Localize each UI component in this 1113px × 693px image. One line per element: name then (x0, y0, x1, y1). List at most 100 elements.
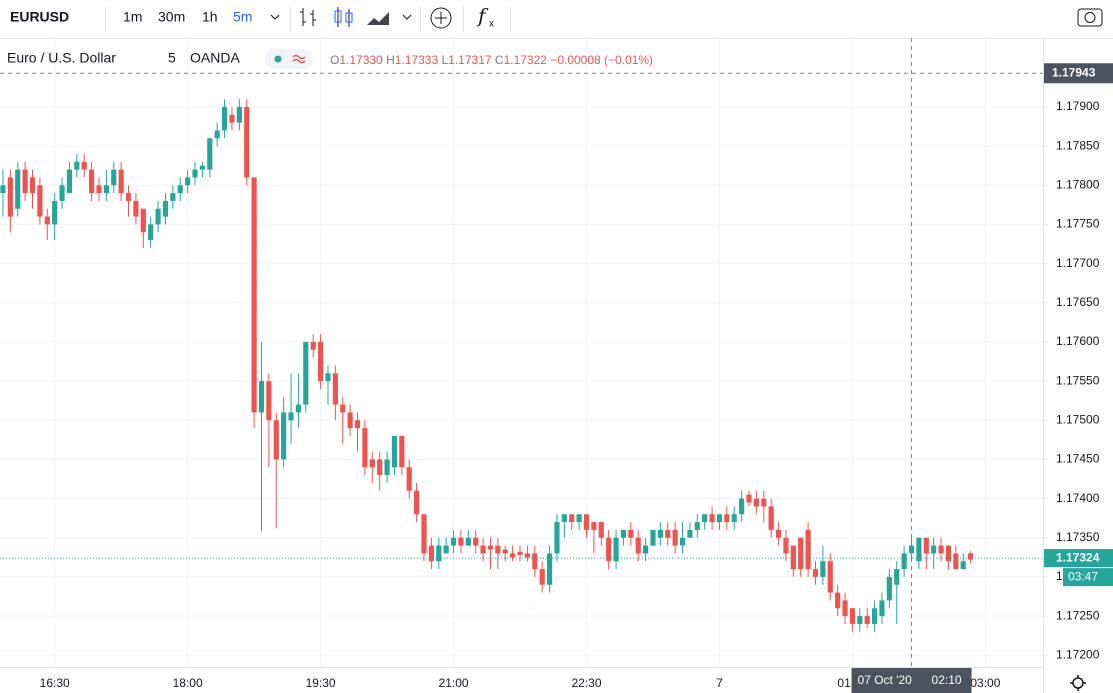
interval[interactable]: 30m (158, 9, 185, 25)
ohlc-key: O (330, 53, 339, 67)
candle-body (790, 545, 796, 570)
symbol[interactable]: EURUSD (10, 9, 69, 25)
market-status[interactable] (274, 55, 282, 63)
y-tick-label: 1.17700 (1056, 256, 1100, 270)
candle-body (805, 529, 811, 570)
candle-body (177, 185, 183, 194)
candle-body (931, 545, 937, 554)
candle-body (66, 169, 73, 194)
candle-body (295, 404, 302, 413)
candle-body (657, 529, 663, 538)
candle-body (74, 161, 80, 170)
candle-body (709, 514, 715, 523)
crosshair-price-label: 1.17943 (1052, 65, 1096, 79)
candle-body (377, 459, 383, 476)
candle-body (908, 545, 915, 554)
settings-button[interactable] (1070, 675, 1086, 691)
candle-body (81, 161, 87, 170)
crosshair-time: 02:10 (932, 673, 962, 687)
area-icon[interactable] (367, 12, 389, 25)
candle-body (532, 553, 538, 570)
y-tick-label: 1.17750 (1056, 217, 1100, 231)
candle-body (606, 537, 612, 562)
candle-body (244, 106, 250, 178)
status-pill[interactable] (265, 49, 313, 69)
candle-body (879, 600, 885, 617)
candle-body (52, 200, 58, 225)
x-tick-label: 22:30 (571, 676, 601, 690)
candle-body (857, 616, 863, 624)
chevron[interactable] (402, 14, 412, 20)
chevron[interactable] (270, 14, 280, 20)
candle-body (687, 529, 693, 538)
candle-body (798, 537, 804, 570)
candle-body (229, 114, 235, 123)
ohlc-value: 1.17317 (448, 53, 492, 67)
crosshair-date: 07 Oct '20 (858, 673, 913, 687)
candle-body (332, 373, 338, 405)
candle-body (761, 498, 767, 507)
candle-body (753, 498, 759, 507)
candles-icon[interactable] (345, 12, 353, 23)
y-tick-label: 1.17500 (1056, 412, 1100, 426)
settings-button[interactable] (1072, 677, 1084, 689)
candle-body (524, 553, 530, 558)
bars-icon[interactable] (300, 8, 316, 26)
candle-body (746, 494, 752, 503)
y-tick-label: 1.17350 (1056, 530, 1100, 544)
candle-body (59, 185, 65, 201)
candle-body (953, 553, 959, 570)
interval-active[interactable]: 5m (233, 9, 252, 25)
candle-body (133, 200, 139, 217)
candle-body (236, 106, 242, 123)
candle-body (650, 529, 656, 546)
screenshot-button[interactable] (1084, 12, 1096, 23)
candle-body (901, 553, 907, 570)
candle-body (827, 561, 833, 593)
candle-body (886, 576, 892, 601)
y-tick-label: 1.17850 (1056, 138, 1100, 152)
x-tick-label: 18:00 (173, 676, 203, 690)
countdown-box (1063, 568, 1113, 587)
candle-body (125, 193, 132, 201)
indicator-button[interactable] (430, 7, 452, 29)
candle-body (192, 169, 198, 178)
candle-body (421, 514, 427, 554)
indicator-button[interactable] (435, 12, 447, 24)
candle-body (724, 514, 730, 523)
candle-body (812, 569, 819, 577)
candle-body (643, 545, 649, 554)
candle-body (591, 522, 597, 530)
candle-body (303, 341, 309, 405)
candle-body (155, 208, 161, 225)
candle-body (775, 529, 782, 538)
candle-body (502, 549, 508, 554)
ohlc-value: 1.17322 (504, 53, 548, 67)
data-status[interactable] (292, 54, 306, 64)
x-tick-label: 03:00 (970, 676, 1000, 690)
candle-body (938, 545, 944, 554)
candle-body (384, 459, 390, 476)
candle-body (214, 130, 220, 139)
plot-area (0, 38, 1043, 667)
candle-body (465, 537, 471, 546)
candle-body (495, 545, 501, 554)
candles-icon[interactable] (334, 10, 342, 23)
candle-body (428, 545, 434, 562)
interval[interactable]: 1h (202, 9, 218, 25)
y-tick-label: 1.17800 (1056, 177, 1100, 191)
y-tick-label: 1.17400 (1056, 491, 1100, 505)
candle-body (347, 412, 353, 429)
legend-exchange: OANDA (190, 50, 240, 66)
candle-body (583, 514, 590, 530)
interval[interactable]: 1m (123, 9, 142, 25)
candles-icon[interactable] (337, 7, 350, 27)
last-price-box (1044, 549, 1113, 568)
candle-body (546, 553, 553, 585)
fx-icon[interactable]: x (489, 19, 494, 30)
change: −0.00008 (−0.01%) (550, 53, 653, 67)
y-tick-label: 1.17900 (1056, 99, 1100, 113)
candle-body (37, 185, 43, 217)
screenshot-button[interactable] (1077, 8, 1103, 27)
candle-body (148, 224, 154, 241)
